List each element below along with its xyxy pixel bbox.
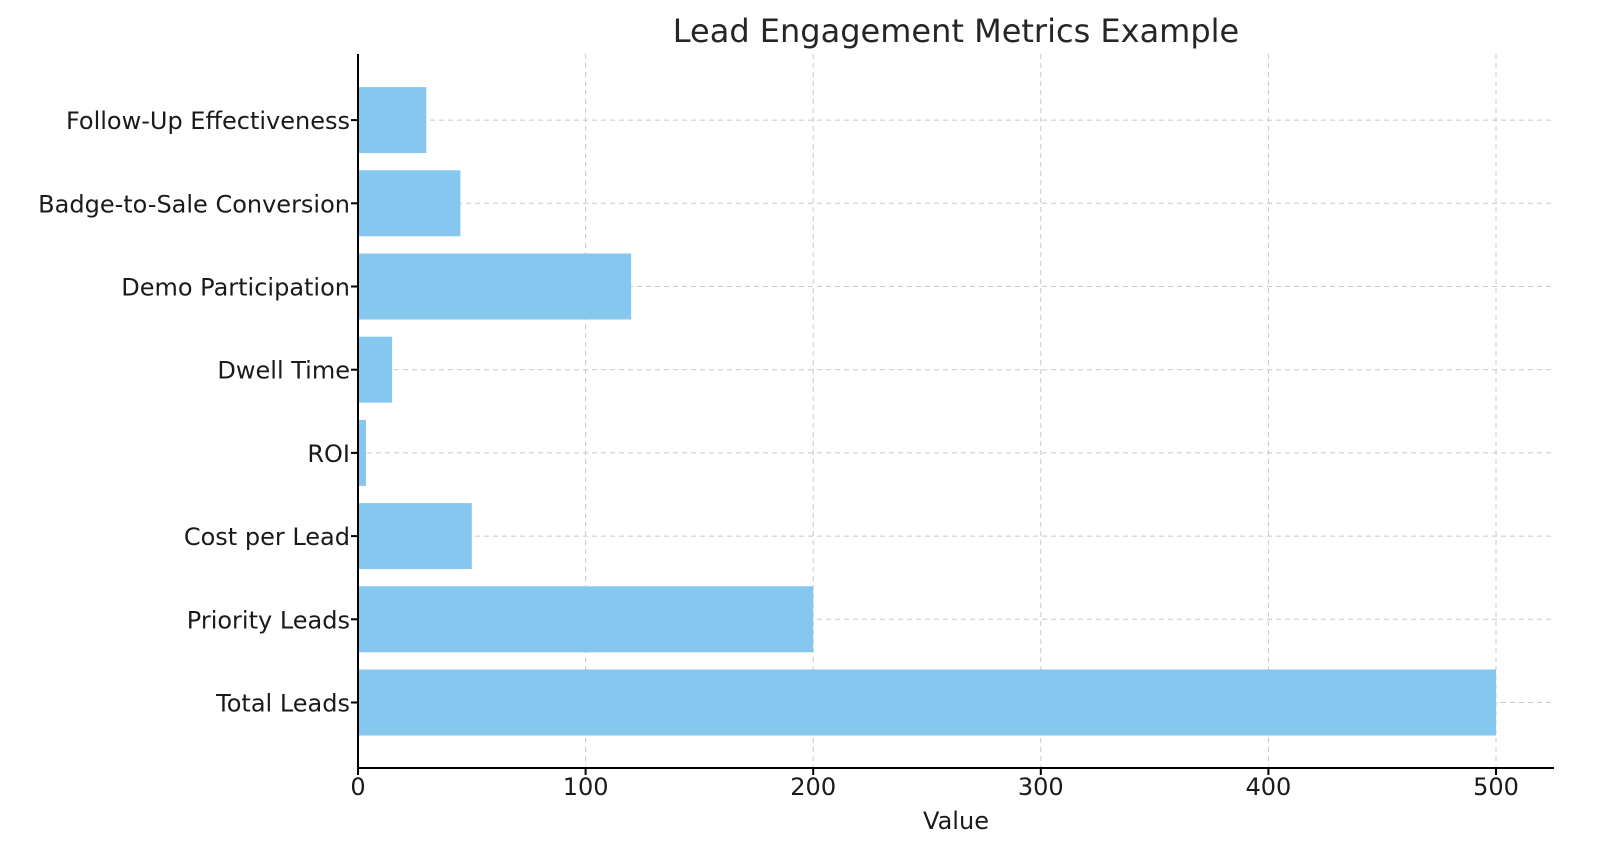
bars — [358, 87, 1496, 736]
bar-roi — [358, 419, 366, 486]
chart-title: Lead Engagement Metrics Example — [673, 12, 1239, 50]
bar-cost-per-lead — [358, 503, 472, 570]
x-tick-label: 200 — [790, 773, 836, 801]
bar-priority-leads — [358, 586, 814, 653]
y-tick-label: Follow-Up Effectiveness — [66, 107, 350, 135]
bar-dwell-time — [358, 336, 393, 403]
y-tick-label: Priority Leads — [187, 606, 350, 634]
y-tick-label: Badge-to-Sale Conversion — [38, 190, 350, 218]
x-tick-label: 0 — [350, 773, 365, 801]
grid — [358, 54, 1554, 768]
y-tick-label: Demo Participation — [121, 274, 350, 302]
x-tick-label: 400 — [1245, 773, 1291, 801]
bar-demo-participation — [358, 253, 632, 320]
y-tick-label: Total Leads — [215, 690, 350, 718]
axes: 0 100 200 300 400 500 Total Leads Priority Lead… — [38, 54, 1554, 801]
bar-follow-up-effectiveness — [358, 87, 427, 154]
x-tick-label: 300 — [1018, 773, 1064, 801]
x-tick-label: 100 — [563, 773, 609, 801]
y-tick-label: ROI — [307, 440, 350, 468]
y-tick-label: Cost per Lead — [184, 523, 350, 551]
y-tick-label: Dwell Time — [217, 357, 350, 385]
x-tick-label: 500 — [1473, 773, 1519, 801]
bar-total-leads — [358, 669, 1496, 736]
x-axis-label: Value — [923, 807, 989, 835]
bar-badge-to-sale-conversion — [358, 170, 461, 237]
